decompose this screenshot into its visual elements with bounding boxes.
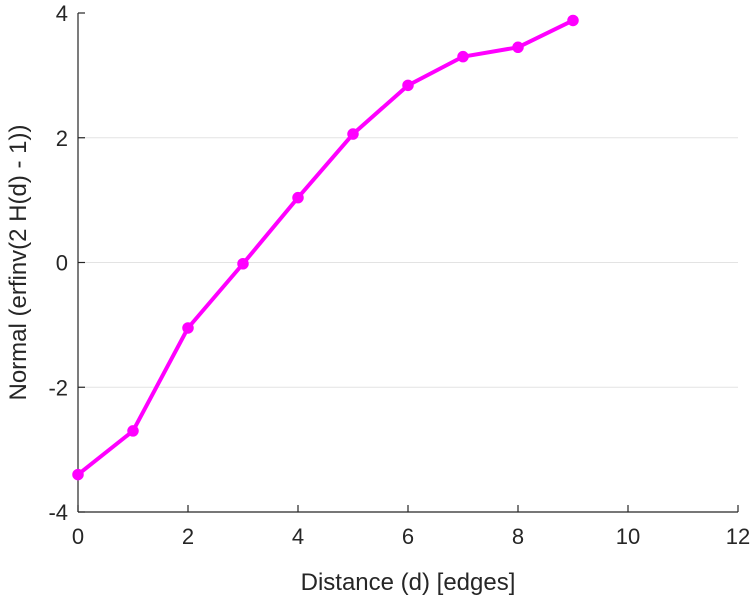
x-tick-label: 10: [616, 524, 640, 549]
grid-lines: [78, 137, 738, 388]
x-axis-ticks: 0 2 4 6 8 10 12: [72, 505, 750, 549]
x-tick-label: 4: [292, 524, 304, 549]
series-line: [76, 18, 575, 477]
data-point: [402, 79, 414, 92]
x-tick-label: 2: [182, 524, 194, 549]
y-tick-label: 4: [56, 1, 68, 26]
data-point: [237, 257, 249, 270]
data-point: [457, 50, 469, 63]
x-tick-label: 12: [726, 524, 750, 549]
data-point: [72, 468, 84, 481]
y-axis-label: Normal (erfinv(2 H(d) - 1)): [5, 124, 32, 400]
y-tick-label: 2: [56, 126, 68, 151]
x-tick-label: 6: [402, 524, 414, 549]
y-tick-label: -4: [48, 500, 68, 525]
data-point: [127, 425, 139, 437]
data-point: [512, 41, 524, 54]
y-axis-ticks: -4 -2 0 2 4: [48, 1, 85, 525]
x-tick-label: 8: [512, 524, 524, 549]
data-point: [347, 128, 359, 140]
data-point: [567, 14, 579, 27]
y-tick-label: -2: [48, 375, 68, 400]
y-tick-label: 0: [56, 251, 68, 276]
data-point: [292, 191, 304, 204]
x-axis-label: Distance (d) [edges]: [301, 569, 516, 596]
data-point: [182, 322, 194, 334]
series-group: [72, 14, 579, 481]
x-tick-label: 0: [72, 524, 84, 549]
